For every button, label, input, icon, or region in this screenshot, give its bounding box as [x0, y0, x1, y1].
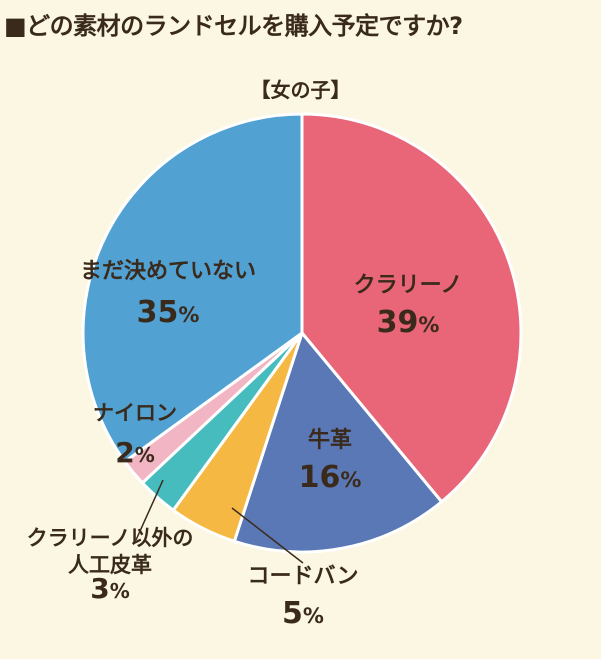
pie-slice — [300, 112, 523, 504]
pie-slice — [232, 331, 444, 554]
chart-subtitle: 【女の子】 — [250, 78, 351, 102]
slice-label: クラリーノ — [354, 273, 463, 298]
slice-label: 牛革 — [308, 427, 352, 453]
pie-slice — [81, 112, 304, 464]
slice-label: クラリーノ以外の人工皮革 — [27, 526, 194, 577]
slice-value-label: 5% — [282, 596, 324, 631]
slice-label: ナイロン — [93, 401, 177, 425]
chart-title: ■どの素材のランドセルを購入予定ですか? — [4, 12, 463, 40]
slice-value-label: 39% — [377, 305, 440, 340]
slice-label: コードバン — [247, 564, 358, 589]
slice-value-label: 3% — [90, 572, 130, 605]
leader-line — [135, 479, 164, 541]
slice-value-label: 35% — [137, 295, 200, 330]
slice-value-label: 2% — [115, 436, 155, 469]
slice-value-label: 16% — [299, 460, 362, 495]
slice-label: まだ決めていない — [80, 259, 256, 284]
leader-line — [231, 507, 304, 564]
